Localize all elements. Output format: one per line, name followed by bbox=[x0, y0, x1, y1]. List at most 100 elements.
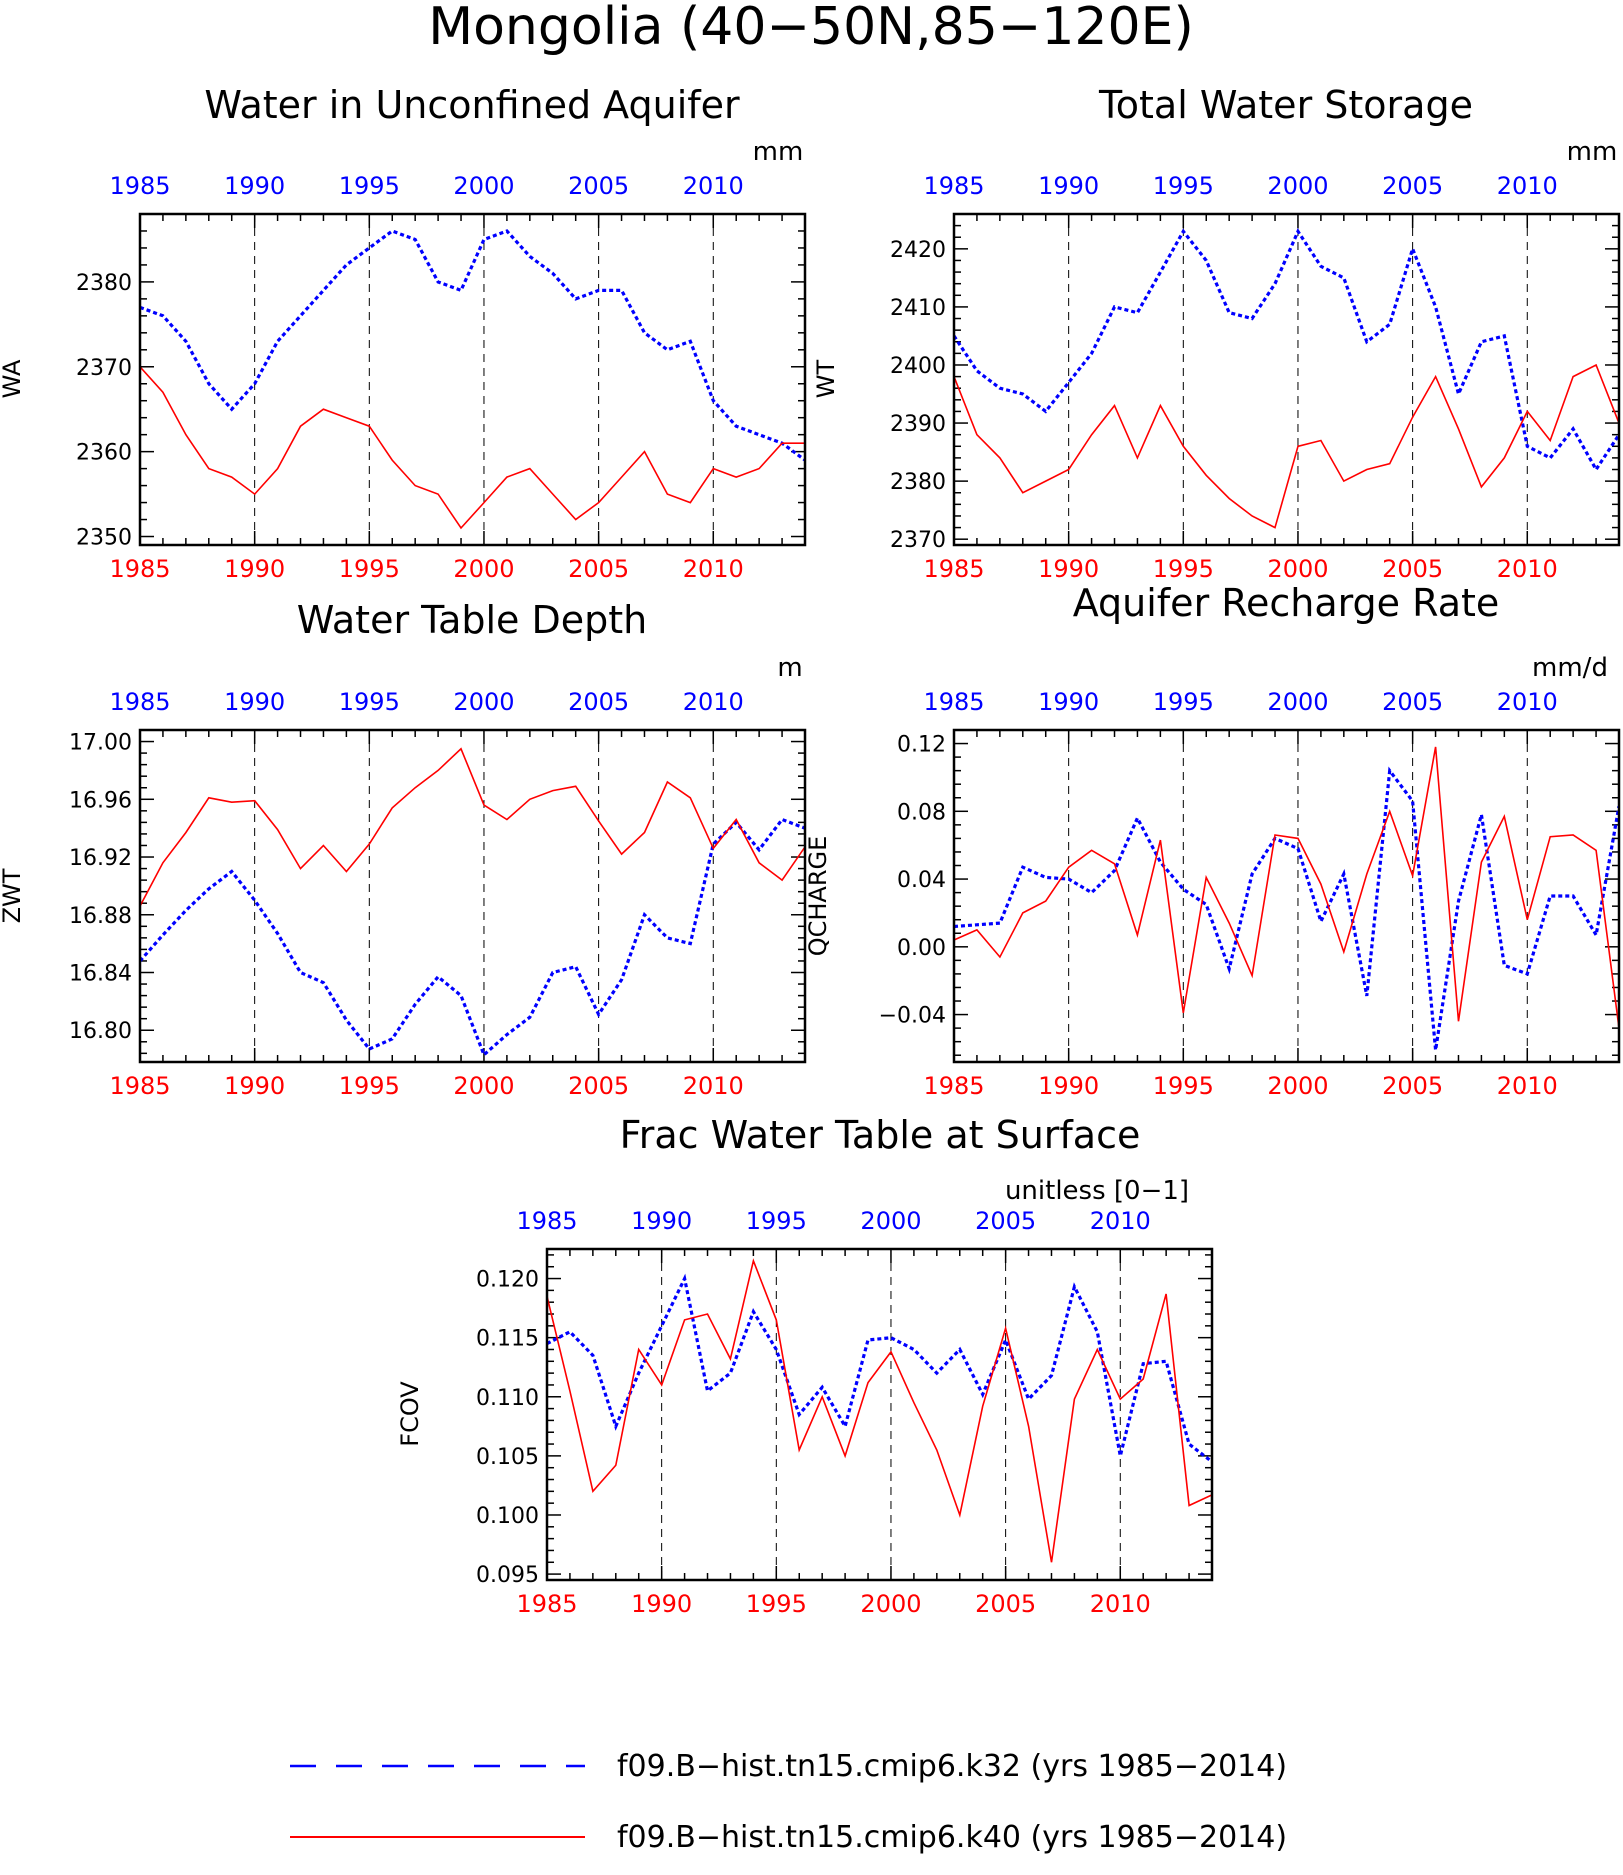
y-tick-label: 16.80 bbox=[69, 1019, 132, 1044]
y-axis-label: FCOV bbox=[396, 1381, 424, 1447]
x-tick-label-top: 1990 bbox=[1038, 172, 1099, 200]
legend-label-k32: f09.B−hist.tn15.cmip6.k32 (yrs 1985−2014… bbox=[617, 1749, 1287, 1784]
y-tick-label: 2380 bbox=[76, 271, 132, 296]
series-line-k32 bbox=[954, 766, 1619, 1051]
x-tick-label-top: 2010 bbox=[683, 688, 744, 716]
y-tick-label: 0.095 bbox=[476, 1563, 539, 1588]
x-tick-label-top: 2005 bbox=[975, 1207, 1036, 1235]
y-tick-label: 0.115 bbox=[476, 1327, 539, 1352]
legend-item-k40: f09.B−hist.tn15.cmip6.k40 (yrs 1985−2014… bbox=[290, 1820, 1287, 1855]
x-tick-label-bottom: 2010 bbox=[1497, 1072, 1558, 1100]
panel-title: Water Table Depth bbox=[297, 598, 648, 642]
figure-title: Mongolia (40−50N,85−120E) bbox=[428, 0, 1194, 57]
x-tick-label-bottom: 2010 bbox=[683, 1072, 744, 1100]
y-tick-label: 2350 bbox=[76, 526, 132, 551]
panel-qcharge: Aquifer Recharge Rate mm/d QCHARGE −0.04… bbox=[804, 581, 1621, 1100]
series-line-k40 bbox=[547, 1258, 1212, 1563]
x-tick-label-bottom: 2000 bbox=[453, 1072, 514, 1100]
y-tick-label: 0.120 bbox=[476, 1268, 539, 1293]
x-tick-label-top: 1990 bbox=[224, 688, 285, 716]
x-tick-label-top: 2010 bbox=[1497, 688, 1558, 716]
x-tick-label-bottom: 2005 bbox=[975, 1590, 1036, 1618]
legend: f09.B−hist.tn15.cmip6.k32 (yrs 1985−2014… bbox=[290, 1749, 1287, 1855]
plot-frame bbox=[952, 728, 1621, 1064]
x-tick-label-top: 1985 bbox=[516, 1207, 577, 1235]
x-tick-label-bottom: 2000 bbox=[1267, 1072, 1328, 1100]
x-tick-label-bottom: 1995 bbox=[746, 1590, 807, 1618]
plot-frame bbox=[138, 212, 807, 547]
y-tick-label: 0.12 bbox=[897, 733, 946, 758]
x-tick-label-bottom: 1990 bbox=[1038, 1072, 1099, 1100]
x-tick-label-top: 2010 bbox=[683, 172, 744, 200]
x-tick-label-bottom: 1985 bbox=[109, 1072, 170, 1100]
y-tick-label: 2390 bbox=[890, 412, 946, 437]
x-tick-label-bottom: 2005 bbox=[568, 555, 629, 583]
plot-frame bbox=[952, 212, 1621, 547]
x-tick-label-top: 2005 bbox=[568, 688, 629, 716]
panel-title: Water in Unconfined Aquifer bbox=[204, 83, 740, 127]
units-label: mm bbox=[753, 137, 804, 167]
y-tick-label: 16.92 bbox=[69, 846, 132, 871]
x-tick-label-top: 1990 bbox=[631, 1207, 692, 1235]
x-tick-label-top: 2000 bbox=[1267, 688, 1328, 716]
y-axis-label: WT bbox=[812, 359, 840, 398]
units-label: mm bbox=[1567, 137, 1618, 167]
legend-item-k32: f09.B−hist.tn15.cmip6.k32 (yrs 1985−2014… bbox=[290, 1749, 1287, 1784]
series-line-k40 bbox=[140, 366, 805, 530]
x-tick-label-top: 2005 bbox=[1382, 688, 1443, 716]
panel-title: Total Water Storage bbox=[1098, 83, 1473, 127]
units-label: unitless [0−1] bbox=[1005, 1176, 1189, 1206]
series-line-k32 bbox=[140, 817, 805, 1058]
x-tick-label-bottom: 1990 bbox=[631, 1590, 692, 1618]
x-tick-label-bottom: 1985 bbox=[516, 1590, 577, 1618]
x-tick-label-bottom: 1990 bbox=[224, 555, 285, 583]
plot-frame bbox=[138, 728, 807, 1064]
x-tick-label-bottom: 1995 bbox=[339, 555, 400, 583]
y-tick-label: 2380 bbox=[890, 470, 946, 495]
x-tick-label-bottom: 2010 bbox=[1497, 555, 1558, 583]
panel-fcov: Frac Water Table at Surface unitless [0−… bbox=[396, 1113, 1214, 1618]
series-line-k32 bbox=[547, 1273, 1212, 1464]
y-tick-label: 2360 bbox=[76, 441, 132, 466]
x-tick-label-top: 1985 bbox=[109, 172, 170, 200]
x-tick-label-top: 2010 bbox=[1497, 172, 1558, 200]
x-tick-label-bottom: 1985 bbox=[923, 1072, 984, 1100]
x-tick-label-top: 1985 bbox=[923, 172, 984, 200]
x-tick-label-bottom: 1990 bbox=[224, 1072, 285, 1100]
x-tick-label-bottom: 2010 bbox=[683, 555, 744, 583]
x-tick-label-top: 2000 bbox=[453, 688, 514, 716]
x-tick-label-bottom: 1995 bbox=[1153, 1072, 1214, 1100]
y-tick-label: 0.100 bbox=[476, 1504, 539, 1529]
x-tick-label-top: 2005 bbox=[1382, 172, 1443, 200]
x-tick-label-bottom: 1985 bbox=[923, 555, 984, 583]
y-axis-label: WA bbox=[0, 359, 26, 398]
x-tick-label-top: 1995 bbox=[1153, 688, 1214, 716]
y-tick-label: 16.88 bbox=[69, 904, 132, 929]
panel-zwt: Water Table Depth m ZWT 16.80 16.84 16.88 1… bbox=[0, 598, 807, 1100]
x-tick-label-top: 1985 bbox=[923, 688, 984, 716]
x-tick-label-top: 2000 bbox=[860, 1207, 921, 1235]
x-tick-label-top: 1995 bbox=[1153, 172, 1214, 200]
y-tick-label: 16.96 bbox=[69, 788, 132, 813]
y-tick-label: 2420 bbox=[890, 238, 946, 263]
series-line-k40 bbox=[140, 747, 805, 907]
y-tick-label: 0.105 bbox=[476, 1445, 539, 1470]
x-tick-label-bottom: 1995 bbox=[1153, 555, 1214, 583]
y-tick-label: 2400 bbox=[890, 354, 946, 379]
x-tick-label-top: 1990 bbox=[1038, 688, 1099, 716]
x-tick-label-top: 1990 bbox=[224, 172, 285, 200]
series-line-k32 bbox=[140, 229, 805, 462]
y-tick-label: 16.84 bbox=[69, 962, 132, 987]
x-tick-label-bottom: 1985 bbox=[109, 555, 170, 583]
y-tick-label: 0.110 bbox=[476, 1386, 539, 1411]
x-tick-label-bottom: 2000 bbox=[453, 555, 514, 583]
x-tick-label-top: 1995 bbox=[339, 688, 400, 716]
x-tick-label-top: 2000 bbox=[1267, 172, 1328, 200]
x-tick-label-bottom: 2000 bbox=[860, 1590, 921, 1618]
x-tick-label-top: 1985 bbox=[109, 688, 170, 716]
series-line-k40 bbox=[954, 746, 1619, 1029]
y-tick-label: 2410 bbox=[890, 296, 946, 321]
x-tick-label-top: 2010 bbox=[1090, 1207, 1151, 1235]
x-tick-label-bottom: 1990 bbox=[1038, 555, 1099, 583]
